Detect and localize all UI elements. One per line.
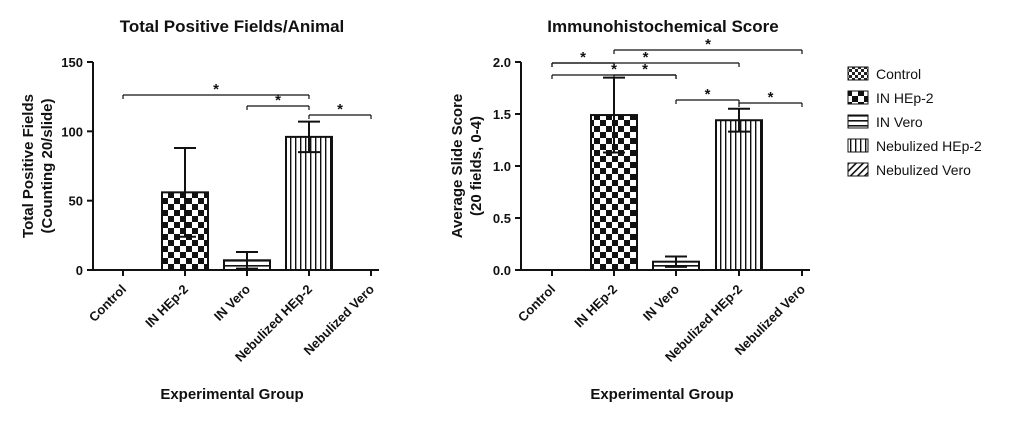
legend-item-in-vero: IN Vero: [847, 114, 923, 130]
significance-star: *: [337, 101, 343, 118]
x-axis-label: Experimental Group: [590, 386, 733, 403]
legend-label-in-hep2: IN HEp-2: [876, 90, 934, 106]
bar-nebulized-hep-2: [715, 119, 763, 271]
y-axis-label-line-2: (20 fields, 0-4): [468, 116, 485, 216]
y-tick-label: 0: [76, 263, 83, 278]
significance-star: *: [768, 89, 774, 106]
legend-label-in-vero: IN Vero: [876, 114, 923, 130]
legend-swatch-nebulized-hep2: [847, 138, 869, 153]
y-tick-label: 2.0: [493, 55, 511, 70]
y-tick-label: 0.5: [493, 211, 511, 226]
significance-star: *: [705, 86, 711, 103]
legend-item-in-hep2: IN HEp-2: [847, 90, 934, 106]
significance-star: *: [213, 81, 219, 98]
significance-star: *: [643, 49, 649, 66]
x-category-label: IN HEp-2: [142, 282, 191, 331]
y-tick-label: 1.5: [493, 107, 511, 122]
y-tick-label: 100: [61, 124, 83, 139]
legend-swatch-in-vero: [847, 114, 869, 129]
significance-star: *: [275, 92, 281, 109]
y-tick-label: 1.0: [493, 159, 511, 174]
significance-star: *: [611, 61, 617, 78]
legend-label-nebulized-vero: Nebulized Vero: [876, 162, 971, 178]
y-axis-label-line-2: (Counting 20/slide): [39, 98, 56, 233]
significance-star: *: [705, 36, 711, 53]
significance-star: *: [642, 61, 648, 78]
legend-item-nebulized-vero: Nebulized Vero: [847, 162, 971, 178]
y-axis-label-line-1: Average Slide Score: [449, 94, 466, 239]
y-tick-label: 50: [69, 194, 83, 209]
legend-swatch-control: [847, 66, 869, 81]
x-category-label: IN Vero: [211, 281, 253, 323]
bar-nebulized-hep-2: [285, 135, 333, 271]
x-axis-label: Experimental Group: [160, 386, 303, 403]
x-category-label: Control: [86, 282, 129, 325]
legend-swatch-nebulized-vero: [847, 162, 869, 177]
legend-swatch-in-hep2: [847, 90, 869, 105]
chart-immunohistochemical-score: Immunohistochemical Score Experimental G…: [449, 17, 810, 403]
chart-title: Immunohistochemical Score: [547, 17, 778, 36]
x-category-label: Control: [515, 282, 558, 325]
x-category-label: IN Vero: [640, 281, 682, 323]
y-axis-label-line-1: Total Positive Fields: [20, 94, 37, 238]
legend-item-control: Control: [847, 66, 921, 82]
significance-star: *: [580, 49, 586, 66]
chart-title: Total Positive Fields/Animal: [120, 17, 345, 36]
y-tick-label: 150: [61, 55, 83, 70]
x-category-label: IN HEp-2: [571, 282, 620, 331]
chart-total-positive-fields: Total Positive Fields/Animal Experimenta…: [20, 17, 379, 403]
y-tick-label: 0.0: [493, 263, 511, 278]
legend-item-nebulized-hep2: Nebulized HEp-2: [847, 138, 982, 154]
legend-label-control: Control: [876, 66, 921, 82]
legend-label-nebulized-hep2: Nebulized HEp-2: [876, 138, 982, 154]
legend: Control IN HEp-2 IN Vero Nebulized HEp-2…: [847, 66, 982, 178]
